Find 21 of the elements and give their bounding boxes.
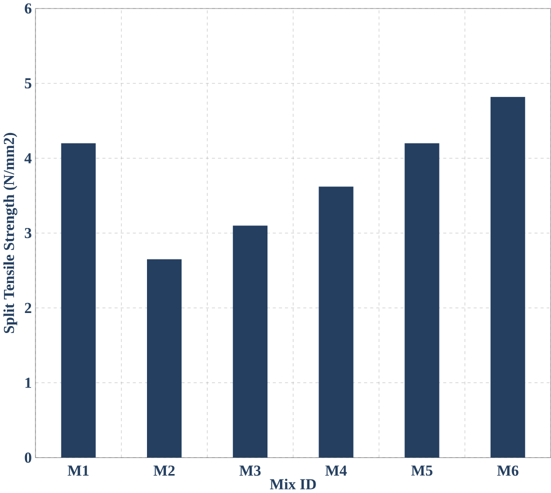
bar xyxy=(61,143,96,458)
y-tick-label: 4 xyxy=(24,153,32,164)
x-tick-label: M3 xyxy=(239,466,261,476)
bar xyxy=(146,259,182,458)
bar xyxy=(404,143,440,458)
bar xyxy=(232,226,268,458)
y-axis-title: Split Tensile Strength (N/mm2) xyxy=(3,133,18,334)
x-tick-label: M2 xyxy=(154,466,175,476)
x-tick-label: M6 xyxy=(497,466,518,476)
y-tick-label: 0 xyxy=(24,452,32,463)
x-tick-label: M4 xyxy=(325,466,347,476)
y-tick-label: 1 xyxy=(25,378,32,388)
y-tick-label: 6 xyxy=(24,4,32,14)
y-tick-label: 2 xyxy=(24,303,32,314)
x-tick-label: M5 xyxy=(411,466,432,476)
y-tick-label: 3 xyxy=(24,228,32,238)
y-tick-label: 5 xyxy=(24,78,32,89)
bar xyxy=(318,186,354,458)
x-axis-title: Mix ID xyxy=(270,478,316,490)
x-tick-label: M1 xyxy=(68,466,89,476)
bar xyxy=(490,96,526,458)
